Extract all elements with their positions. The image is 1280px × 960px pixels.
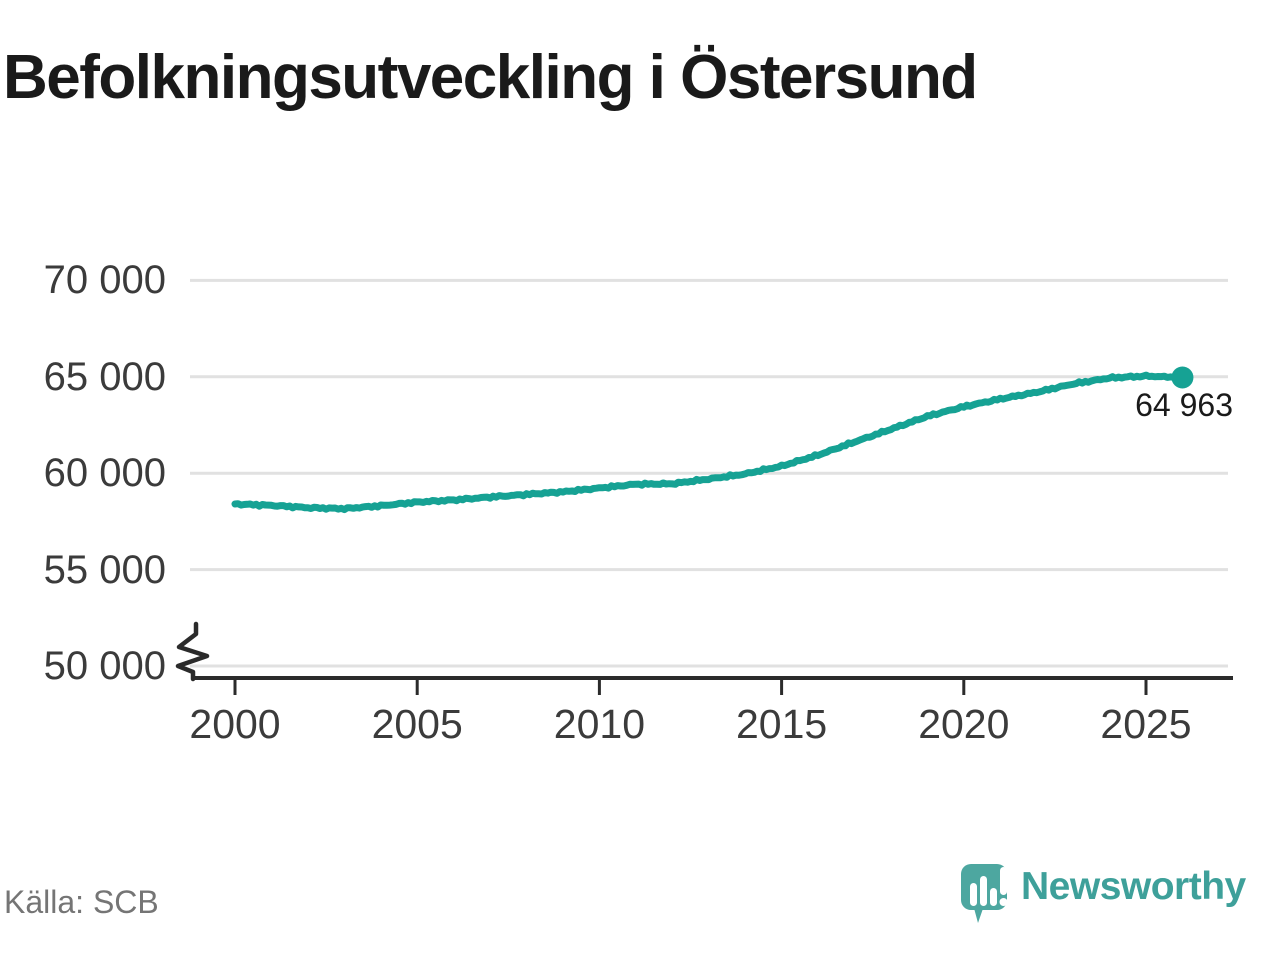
x-tick-label-2005: 2005	[371, 701, 463, 747]
population-line	[231, 371, 1186, 514]
x-tick-label-2020: 2020	[918, 701, 1010, 747]
bar-chart-speech-bubble-icon	[961, 864, 1008, 923]
x-tick-label-2010: 2010	[553, 701, 645, 747]
source-label: Källa: SCB	[4, 884, 159, 920]
bar-1	[970, 883, 977, 906]
y-tick-label-70000: 70 000	[43, 258, 166, 303]
chart-title: Befolkningsutveckling i Östersund	[3, 43, 978, 112]
newsworthy-logo: Newsworthy	[958, 860, 1246, 926]
x-tick-label-2025: 2025	[1100, 701, 1192, 747]
newsworthy-wordmark: Newsworthy	[1021, 865, 1246, 908]
bar-3	[990, 888, 997, 906]
exclamation-bar	[1000, 867, 1007, 895]
bar-2	[980, 876, 987, 906]
x-axis-labels: 2000 2005 2010 2015 2020 2025	[189, 701, 1192, 747]
y-tick-label-65000: 65 000	[43, 354, 166, 399]
y-axis-labels: 50 000 55 000 60 000 65 000 70 000	[0, 0, 166, 760]
exclamation-dot	[999, 898, 1008, 906]
x-tick-label-2000: 2000	[189, 701, 281, 747]
y-tick-label-50000: 50 000	[43, 644, 166, 688]
y-tick-label-60000: 60 000	[43, 451, 166, 496]
end-point-marker	[1171, 366, 1194, 389]
y-tick-label-55000: 55 000	[43, 547, 166, 592]
end-value-label: 64 963	[1135, 387, 1233, 423]
axis-break-icon	[175, 621, 210, 682]
x-tick-label-2015: 2015	[735, 701, 828, 747]
